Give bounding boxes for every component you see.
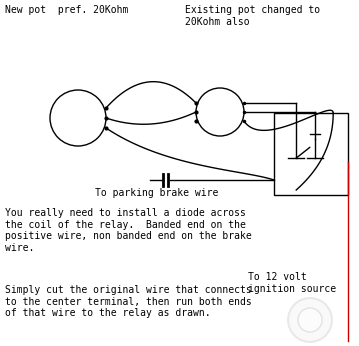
Bar xyxy=(274,113,348,195)
Text: You really need to install a diode across
the coil of the relay.  Banded end on : You really need to install a diode acros… xyxy=(5,208,252,253)
Circle shape xyxy=(288,298,332,342)
Text: Existing pot changed to
20Kohm also: Existing pot changed to 20Kohm also xyxy=(185,5,320,27)
Text: To parking brake wire: To parking brake wire xyxy=(95,188,218,198)
Text: Simply cut the original wire that connects
to the center terminal, then run both: Simply cut the original wire that connec… xyxy=(5,285,252,318)
Text: To 12 volt
ignition source: To 12 volt ignition source xyxy=(248,272,336,294)
Text: New pot  pref. 20Kohm: New pot pref. 20Kohm xyxy=(5,5,129,15)
Circle shape xyxy=(298,308,322,332)
